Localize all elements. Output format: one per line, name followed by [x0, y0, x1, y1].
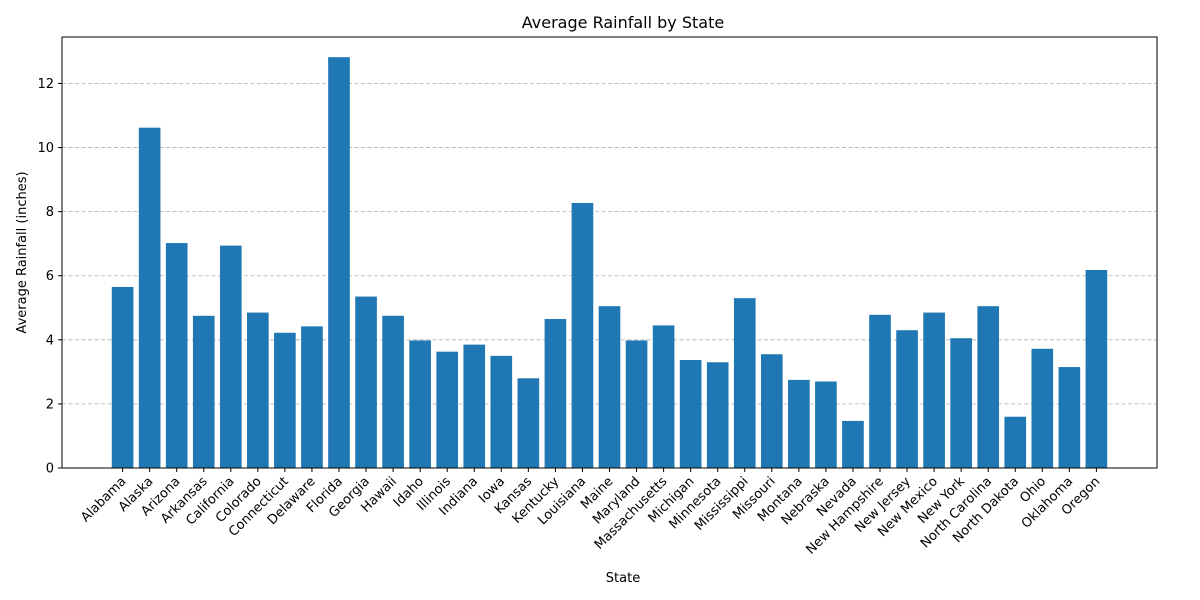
- bar-georgia: [355, 296, 377, 468]
- bar-california: [219, 245, 242, 468]
- bar-kentucky: [544, 318, 567, 468]
- bar-illinois: [436, 351, 459, 468]
- bar-maryland: [625, 340, 648, 468]
- bar-ohio: [1031, 348, 1054, 468]
- bar-missouri: [760, 354, 783, 468]
- x-axis-label: State: [606, 571, 640, 586]
- y-tick-label: 10: [37, 141, 54, 156]
- y-tick-label: 0: [46, 462, 54, 477]
- y-tick-label: 12: [37, 77, 54, 92]
- chart-title: Average Rainfall by State: [522, 13, 724, 32]
- bar-nevada: [842, 420, 864, 468]
- bar-oklahoma: [1058, 367, 1081, 468]
- bar-north-carolina: [977, 306, 1000, 468]
- bar-minnesota: [706, 362, 729, 468]
- bar-michigan: [679, 360, 702, 468]
- bar-montana: [788, 379, 810, 468]
- y-axis-label: Average Rainfall (inches): [15, 171, 30, 333]
- bar-connecticut: [274, 332, 296, 468]
- bar-new-mexico: [923, 312, 945, 468]
- y-tick-label: 2: [46, 397, 54, 412]
- y-axis-ticks: 0 2 4 6 8 10 12: [37, 77, 62, 477]
- bar-florida: [328, 57, 350, 468]
- bar-colorado: [247, 312, 269, 468]
- bar-delaware: [301, 326, 323, 468]
- x-axis-ticks: AlabamaAlaskaArizonaArkansasCaliforniaCo…: [78, 468, 1103, 558]
- bar-iowa: [490, 355, 513, 468]
- bar-mississippi: [733, 298, 756, 468]
- gridlines: [62, 83, 1157, 405]
- bar-north-dakota: [1004, 416, 1027, 468]
- bar-arizona: [165, 243, 188, 468]
- bar-new-jersey: [896, 330, 918, 468]
- y-tick-label: 4: [46, 333, 54, 348]
- bars: [111, 57, 1108, 468]
- bar-louisiana: [571, 202, 594, 468]
- bar-hawaii: [382, 315, 404, 468]
- bar-massachusetts: [652, 325, 675, 468]
- bar-new-hampshire: [869, 314, 891, 468]
- bar-alabama: [111, 286, 134, 468]
- bar-kansas: [517, 378, 540, 468]
- y-tick-label: 6: [46, 269, 54, 284]
- y-tick-label: 8: [46, 205, 54, 220]
- bar-new-york: [950, 338, 972, 468]
- bar-arkansas: [192, 315, 215, 468]
- bar-maine: [598, 306, 621, 468]
- bar-oregon: [1085, 269, 1108, 468]
- bar-nebraska: [815, 381, 837, 468]
- bar-indiana: [463, 344, 486, 468]
- bar-alaska: [138, 127, 161, 468]
- bar-idaho: [409, 340, 431, 468]
